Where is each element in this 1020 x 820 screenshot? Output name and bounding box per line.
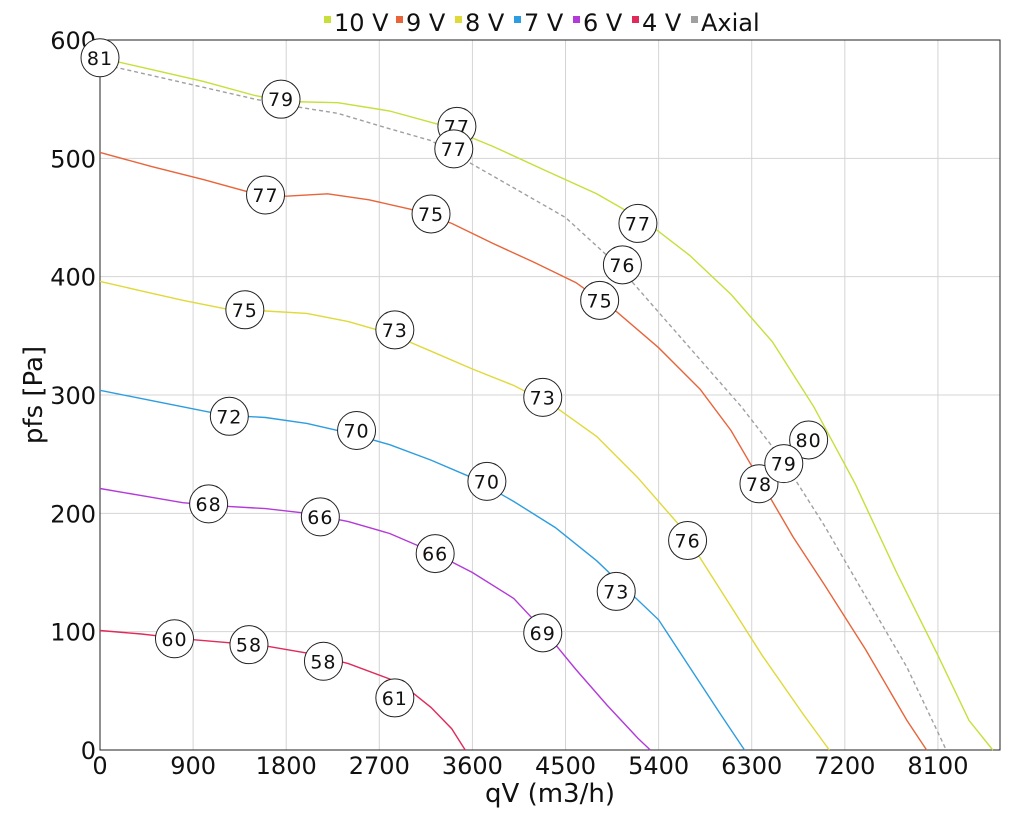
point-label-bubble: [375, 678, 415, 718]
y-tick-label: 400: [50, 264, 96, 292]
point-label-bubble: [154, 619, 194, 659]
x-tick-label: 0: [92, 752, 107, 780]
point-label-bubble: [789, 420, 829, 460]
point-label-text: 76: [609, 255, 635, 277]
y-tick-label: 500: [50, 145, 96, 173]
y-tick-label: 100: [50, 619, 96, 647]
x-tick-label: 5400: [628, 752, 689, 780]
legend-swatch: [514, 16, 521, 23]
point-label-text: 77: [441, 139, 467, 161]
point-label-text: 72: [216, 406, 242, 428]
point-label-bubble: [375, 310, 415, 350]
point-label-text: 73: [603, 581, 629, 603]
point-label-text: 60: [161, 629, 187, 651]
point-label-bubble: [411, 194, 451, 234]
x-tick-label: 6300: [721, 752, 782, 780]
point-labels: 81 79 77 77 80 77 75 75 78 75 73 73 76 72 70 70 73 68 66 66…: [80, 38, 829, 718]
point-label-text: 73: [382, 320, 408, 342]
point-label-text: 66: [422, 544, 448, 566]
point-label-text: 81: [87, 48, 113, 70]
series-line-6v: [99, 487, 651, 751]
point-label-bubble: [415, 534, 455, 574]
x-tick-label: 900: [170, 752, 216, 780]
point-label-bubble: [261, 79, 301, 119]
legend-swatch: [573, 16, 580, 23]
point-label-bubble: [580, 280, 620, 320]
y-tick-label: 0: [81, 737, 96, 765]
legend-entry: 4 V: [642, 9, 682, 37]
point-label-text: 80: [796, 430, 822, 452]
legend-entry: 9 V: [406, 9, 446, 37]
point-label-bubble: [618, 203, 658, 243]
x-axis-label: qV (m3/h): [485, 779, 615, 809]
legend-entry: 10 V: [334, 9, 389, 37]
point-label-text: 79: [771, 454, 797, 476]
point-label-text: 77: [625, 213, 651, 235]
series-line-8v: [99, 280, 830, 751]
point-label-text: 68: [196, 494, 222, 516]
point-label-text: 70: [343, 421, 369, 443]
point-label-bubble: [209, 396, 249, 436]
legend-swatch: [455, 16, 462, 23]
series-line-7v: [99, 389, 746, 751]
point-label-bubble: [80, 38, 120, 78]
point-label-text: 73: [530, 387, 556, 409]
point-label-text: 61: [382, 688, 408, 710]
point-label-bubble: [523, 613, 563, 653]
point-label-text: 76: [674, 531, 700, 553]
legend-entry: 8 V: [465, 9, 505, 37]
point-label-bubble: [434, 129, 474, 169]
point-label-bubble: [303, 641, 343, 681]
plot-frame: [99, 39, 1001, 751]
point-label-text: 75: [232, 300, 258, 322]
y-axis-label: pfs [Pa]: [19, 346, 49, 444]
point-label-text: 69: [530, 623, 556, 645]
legend-entry: 7 V: [524, 9, 564, 37]
point-label-text: 75: [418, 204, 444, 226]
legend-swatch: [632, 16, 639, 23]
point-label-text: 58: [310, 651, 336, 673]
x-tick-label: 1800: [256, 752, 317, 780]
point-label-text: 70: [474, 471, 500, 493]
legend-entry: 6 V: [583, 9, 623, 37]
x-tick-label: 8100: [907, 752, 968, 780]
legend-entry: Axial: [701, 9, 760, 37]
x-axis-ticks: 0 900 1800 2700 3600 4500 5400 6300 7200 8100: [92, 752, 968, 780]
point-label-bubble: [246, 175, 286, 215]
point-label-text: 77: [252, 185, 278, 207]
x-tick-label: 4500: [535, 752, 596, 780]
y-tick-label: 300: [50, 382, 96, 410]
point-label-text: 79: [268, 89, 294, 111]
point-label-bubble: [602, 245, 642, 285]
point-label-bubble: [300, 497, 340, 537]
x-tick-label: 7200: [814, 752, 875, 780]
point-label-bubble: [337, 411, 377, 450]
point-label-text: 75: [587, 290, 613, 312]
legend-swatch: [324, 16, 331, 23]
point-label-text: 58: [236, 635, 262, 657]
point-label-bubble: [764, 444, 804, 484]
point-label-bubble: [668, 521, 708, 561]
legend-swatch: [691, 16, 698, 23]
legend-swatch: [396, 16, 403, 23]
point-label-bubble: [467, 461, 507, 501]
x-tick-label: 2700: [349, 752, 410, 780]
point-label-bubble: [189, 484, 229, 524]
x-tick-label: 3600: [442, 752, 503, 780]
point-label-bubble: [225, 290, 265, 330]
point-label-bubble: [596, 571, 636, 611]
y-tick-label: 200: [50, 500, 96, 528]
point-label-text: 66: [307, 507, 333, 529]
point-label-text: 78: [746, 474, 772, 496]
legend: 10 V 9 V 8 V 7 V 6 V 4 V Axial: [324, 9, 760, 37]
point-label-bubble: [523, 377, 563, 417]
point-label-bubble: [229, 625, 269, 665]
